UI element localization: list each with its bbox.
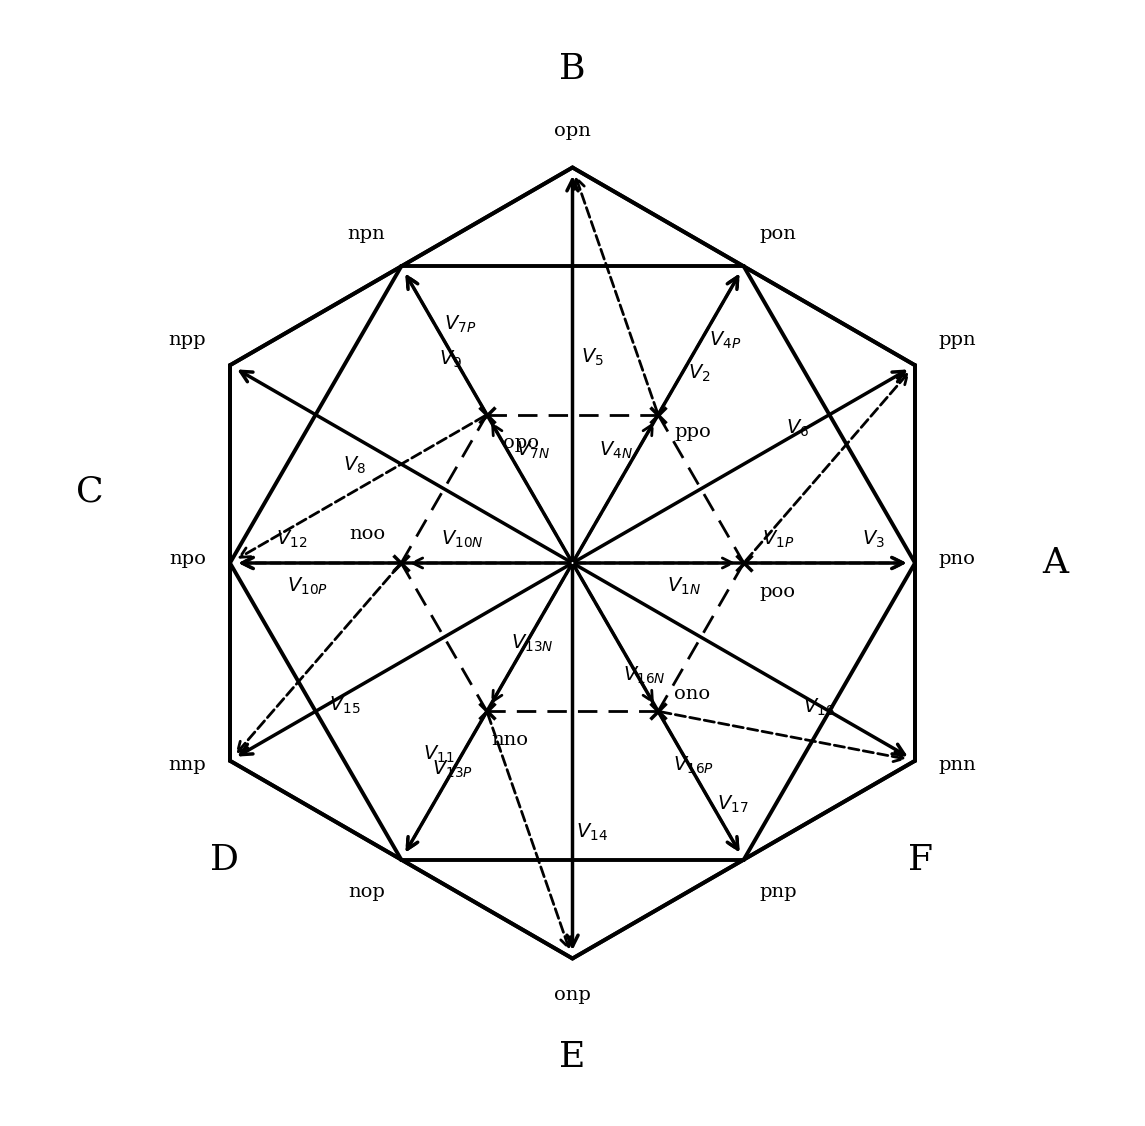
Text: $V_{10P}$: $V_{10P}$: [287, 577, 329, 598]
Text: $V_{13P}$: $V_{13P}$: [432, 759, 473, 780]
Text: $V_8$: $V_8$: [344, 455, 366, 476]
Text: ppo: ppo: [674, 422, 711, 440]
Text: $V_{15}$: $V_{15}$: [329, 695, 360, 716]
Text: poo: poo: [759, 583, 796, 601]
Text: pno: pno: [939, 549, 976, 568]
Text: $V_{17}$: $V_{17}$: [718, 794, 749, 815]
Text: $V_{4P}$: $V_{4P}$: [709, 330, 741, 351]
Text: npp: npp: [168, 331, 206, 349]
Text: $V_{7P}$: $V_{7P}$: [444, 314, 476, 336]
Text: opn: opn: [554, 122, 591, 140]
Text: pnn: pnn: [939, 756, 977, 774]
Text: noo: noo: [349, 525, 386, 543]
Text: E: E: [559, 1040, 586, 1074]
Text: A: A: [1042, 546, 1068, 580]
Text: $V_9$: $V_9$: [439, 349, 463, 370]
Text: D: D: [210, 842, 239, 877]
Text: $V_{10N}$: $V_{10N}$: [441, 528, 483, 549]
Text: $V_{13N}$: $V_{13N}$: [512, 633, 554, 654]
Text: C: C: [77, 475, 104, 509]
Text: $V_3$: $V_3$: [862, 528, 885, 549]
Text: $V_{12}$: $V_{12}$: [276, 528, 307, 549]
Text: npo: npo: [169, 549, 206, 568]
Text: F: F: [908, 842, 933, 877]
Text: pon: pon: [759, 225, 797, 242]
Text: ppn: ppn: [939, 331, 977, 349]
Text: $V_{16P}$: $V_{16P}$: [672, 756, 713, 776]
Text: $V_2$: $V_2$: [688, 363, 710, 384]
Text: nnp: nnp: [168, 756, 206, 774]
Text: B: B: [559, 52, 586, 86]
Text: $V_6$: $V_6$: [787, 418, 810, 439]
Text: ono: ono: [674, 686, 710, 704]
Text: $V_5$: $V_5$: [581, 347, 603, 368]
Text: $V_{1N}$: $V_{1N}$: [666, 577, 701, 598]
Text: $V_{18}$: $V_{18}$: [803, 697, 835, 718]
Text: pnp: pnp: [759, 884, 797, 901]
Text: $V_{11}$: $V_{11}$: [423, 744, 455, 766]
Text: $V_{14}$: $V_{14}$: [576, 821, 608, 842]
Text: $V_{1P}$: $V_{1P}$: [761, 528, 795, 549]
Text: opo: opo: [503, 435, 538, 453]
Text: nno: nno: [491, 731, 528, 749]
Text: npn: npn: [348, 225, 386, 242]
Text: $V_{16N}$: $V_{16N}$: [623, 664, 665, 686]
Text: onp: onp: [554, 986, 591, 1004]
Text: $V_{4N}$: $V_{4N}$: [599, 440, 633, 462]
Text: nop: nop: [348, 884, 386, 901]
Text: $V_{7N}$: $V_{7N}$: [515, 440, 550, 462]
